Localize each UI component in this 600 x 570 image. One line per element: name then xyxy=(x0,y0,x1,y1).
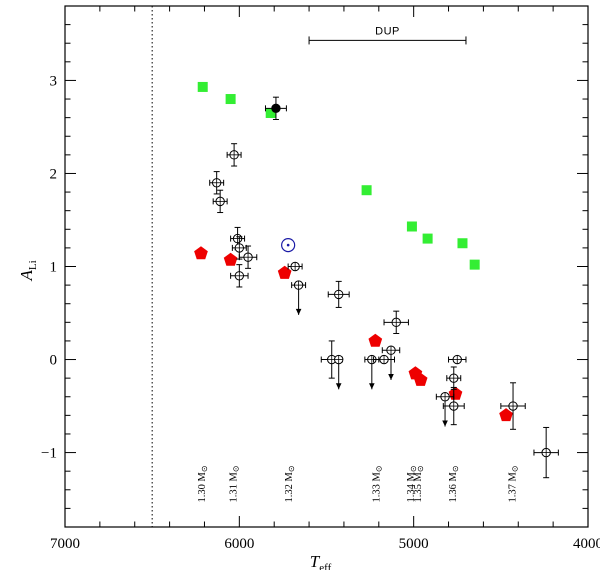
mass-label-sun-symbol: ⊙ xyxy=(451,465,460,472)
y-axis-title-main: A xyxy=(17,270,36,282)
y-tick-label: 1 xyxy=(50,260,58,276)
red-pentagon-point xyxy=(277,265,292,279)
mass-label-value: 1.34 M xyxy=(406,472,417,503)
green-square-point xyxy=(265,107,276,118)
x-tick-label: 6000 xyxy=(224,536,254,552)
mass-label-value: 1.32 M xyxy=(284,472,295,503)
upper-limit-arrowhead xyxy=(335,383,342,390)
red-pentagon-point xyxy=(499,408,513,422)
mass-label: 1.35 M⊙ xyxy=(413,465,425,502)
y-axis-title: ALi xyxy=(17,260,39,281)
mass-label-sun-symbol: ⊙ xyxy=(287,465,296,472)
mass-label: 1.30 M⊙ xyxy=(197,465,209,502)
green-square-point xyxy=(361,185,372,196)
red-pentagon-point xyxy=(223,252,238,266)
x-axis-title-sub: eff xyxy=(319,562,331,570)
mass-label: 1.36 M⊙ xyxy=(448,465,460,502)
mass-label: 1.31 M⊙ xyxy=(228,465,240,502)
red-pentagon-point xyxy=(413,372,428,386)
mass-label: 1.33 M⊙ xyxy=(371,465,383,502)
upper-limit-arrowhead xyxy=(369,383,375,390)
green-square-point xyxy=(225,94,236,105)
mass-label: 1.37 M⊙ xyxy=(507,465,519,502)
mass-label-sun-symbol: ⊙ xyxy=(200,465,209,472)
x-tick-label: 5000 xyxy=(399,536,429,552)
mass-label-sun-symbol: ⊙ xyxy=(374,465,383,472)
green-square-point xyxy=(422,233,433,244)
y-tick-label: 0 xyxy=(50,353,58,369)
mass-label-sun-symbol: ⊙ xyxy=(409,465,418,472)
upper-limit-arrowhead xyxy=(388,374,394,381)
red-pentagon-point xyxy=(194,246,208,260)
red-pentagon-point xyxy=(368,333,383,347)
green-square-point xyxy=(197,81,208,92)
mass-label-value: 1.37 M xyxy=(507,472,518,503)
green-square-point xyxy=(406,221,417,232)
green-square-point xyxy=(457,238,468,249)
mass-label-value: 1.30 M xyxy=(197,472,208,503)
x-tick-label: 7000 xyxy=(50,536,80,552)
mass-label-value: 1.31 M xyxy=(228,472,239,503)
y-tick-label: 3 xyxy=(50,73,58,89)
mass-label-sun-symbol: ⊙ xyxy=(416,465,425,472)
mass-label-value: 1.33 M xyxy=(371,472,382,503)
green-square-point xyxy=(469,259,480,270)
mass-label-value: 1.35 M xyxy=(413,472,424,503)
x-tick-label: 4000 xyxy=(573,536,600,552)
mass-label-sun-symbol: ⊙ xyxy=(510,465,519,472)
dup-label: DUP xyxy=(375,25,400,37)
y-axis-title-sub: Li xyxy=(27,260,39,270)
mass-label-sun-symbol: ⊙ xyxy=(231,465,240,472)
mass-label: 1.34 M⊙ xyxy=(406,465,418,502)
y-tick-label: 2 xyxy=(50,166,58,182)
red-pentagon-point xyxy=(448,386,463,400)
mass-label-value: 1.36 M xyxy=(448,472,459,503)
mass-label: 1.32 M⊙ xyxy=(284,465,296,502)
upper-limit-arrowhead xyxy=(295,308,302,315)
y-tick-label: −1 xyxy=(41,446,57,462)
x-axis-title-main: T xyxy=(310,552,321,570)
sun-symbol-ring xyxy=(281,238,296,253)
plot-frame-layer xyxy=(64,5,589,528)
sun-symbol-dot xyxy=(286,243,290,247)
upper-limit-arrowhead xyxy=(442,420,448,427)
x-axis-title: Teff xyxy=(310,552,332,570)
plot-frame xyxy=(64,5,589,528)
plot-marks-layer xyxy=(151,6,559,527)
